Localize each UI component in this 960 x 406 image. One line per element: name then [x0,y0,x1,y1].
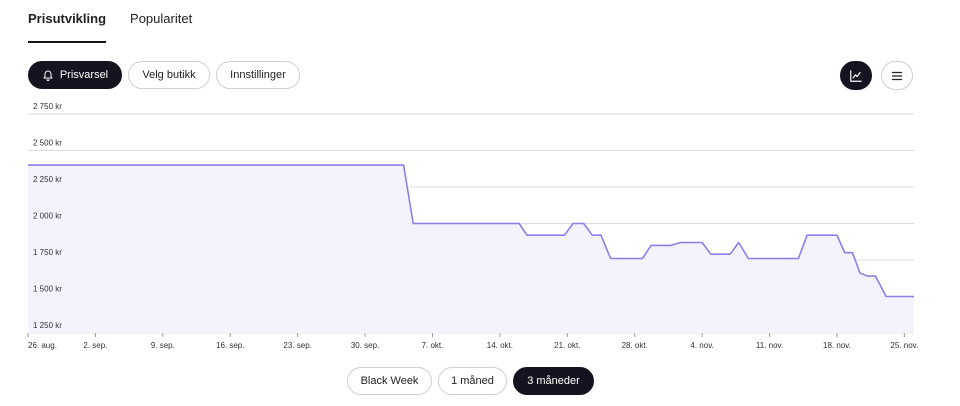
range-1-month[interactable]: 1 måned [438,367,507,395]
x-tick-label: 9. sep. [151,341,175,350]
tab-bar: Prisutvikling Popularitet [28,0,192,44]
line-chart-icon [850,69,862,82]
settings-label: Innstillinger [230,69,286,81]
tab-prisutvikling[interactable]: Prisutvikling [28,0,107,44]
y-tick-label: 1 750 kr [33,248,62,257]
range-black-week[interactable]: Black Week [347,367,432,395]
x-tick-label: 18. nov. [823,341,851,350]
price-line [28,164,914,298]
x-tick-label: 30. sep. [351,341,379,350]
price-alert-label: Prisvarsel [59,69,109,81]
x-tick-label: 25. nov. [890,341,918,350]
x-tick-label: 4. nov. [690,341,713,350]
y-tick-label: 1 500 kr [33,285,62,294]
bell-icon [43,70,53,81]
y-tick-label: 2 250 kr [33,175,62,184]
y-tick-label: 1 250 kr [33,321,62,330]
price-area [28,165,914,333]
choose-store-button[interactable]: Velg butikk [128,61,210,89]
range-1-month-label: 1 måned [451,375,494,387]
y-tick-label: 2 500 kr [33,139,62,148]
x-tick-label: 11. nov. [756,341,783,350]
x-axis-ticks [27,333,905,337]
x-tick-label: 26. aug. [28,341,57,350]
x-tick-label: 21. okt. [554,341,580,350]
choose-store-label: Velg butikk [142,69,196,81]
price-alert-button[interactable]: Prisvarsel [28,61,122,89]
tab-popularitet[interactable]: Popularitet [130,11,193,26]
price-chart[interactable]: 2 750 kr 2 500 kr 2 250 kr 2 000 kr 1 750 kr… [0,96,960,358]
list-icon [891,71,903,80]
y-axis-labels: 2 750 kr 2 500 kr 2 250 kr 2 000 kr 1 750 kr… [33,102,62,330]
range-3-months-label: 3 måneder [527,375,580,387]
settings-button[interactable]: Innstillinger [216,61,300,89]
x-tick-label: 23. sep. [283,341,311,350]
list-view-button[interactable] [881,61,913,90]
x-tick-label: 28. okt. [622,341,648,350]
x-tick-label: 14. okt. [487,341,513,350]
x-tick-label: 7. okt. [422,341,444,350]
x-axis-labels: 26. aug. 2. sep. 9. sep. 16. sep. 23. sep. 30… [28,341,918,350]
range-black-week-label: Black Week [360,375,419,387]
y-tick-label: 2 000 kr [33,212,62,221]
x-tick-label: 16. sep. [216,341,244,350]
range-3-months[interactable]: 3 måneder [513,367,594,395]
x-tick-label: 2. sep. [83,341,107,350]
chart-view-button[interactable] [840,61,872,90]
y-tick-label: 2 750 kr [33,102,62,111]
